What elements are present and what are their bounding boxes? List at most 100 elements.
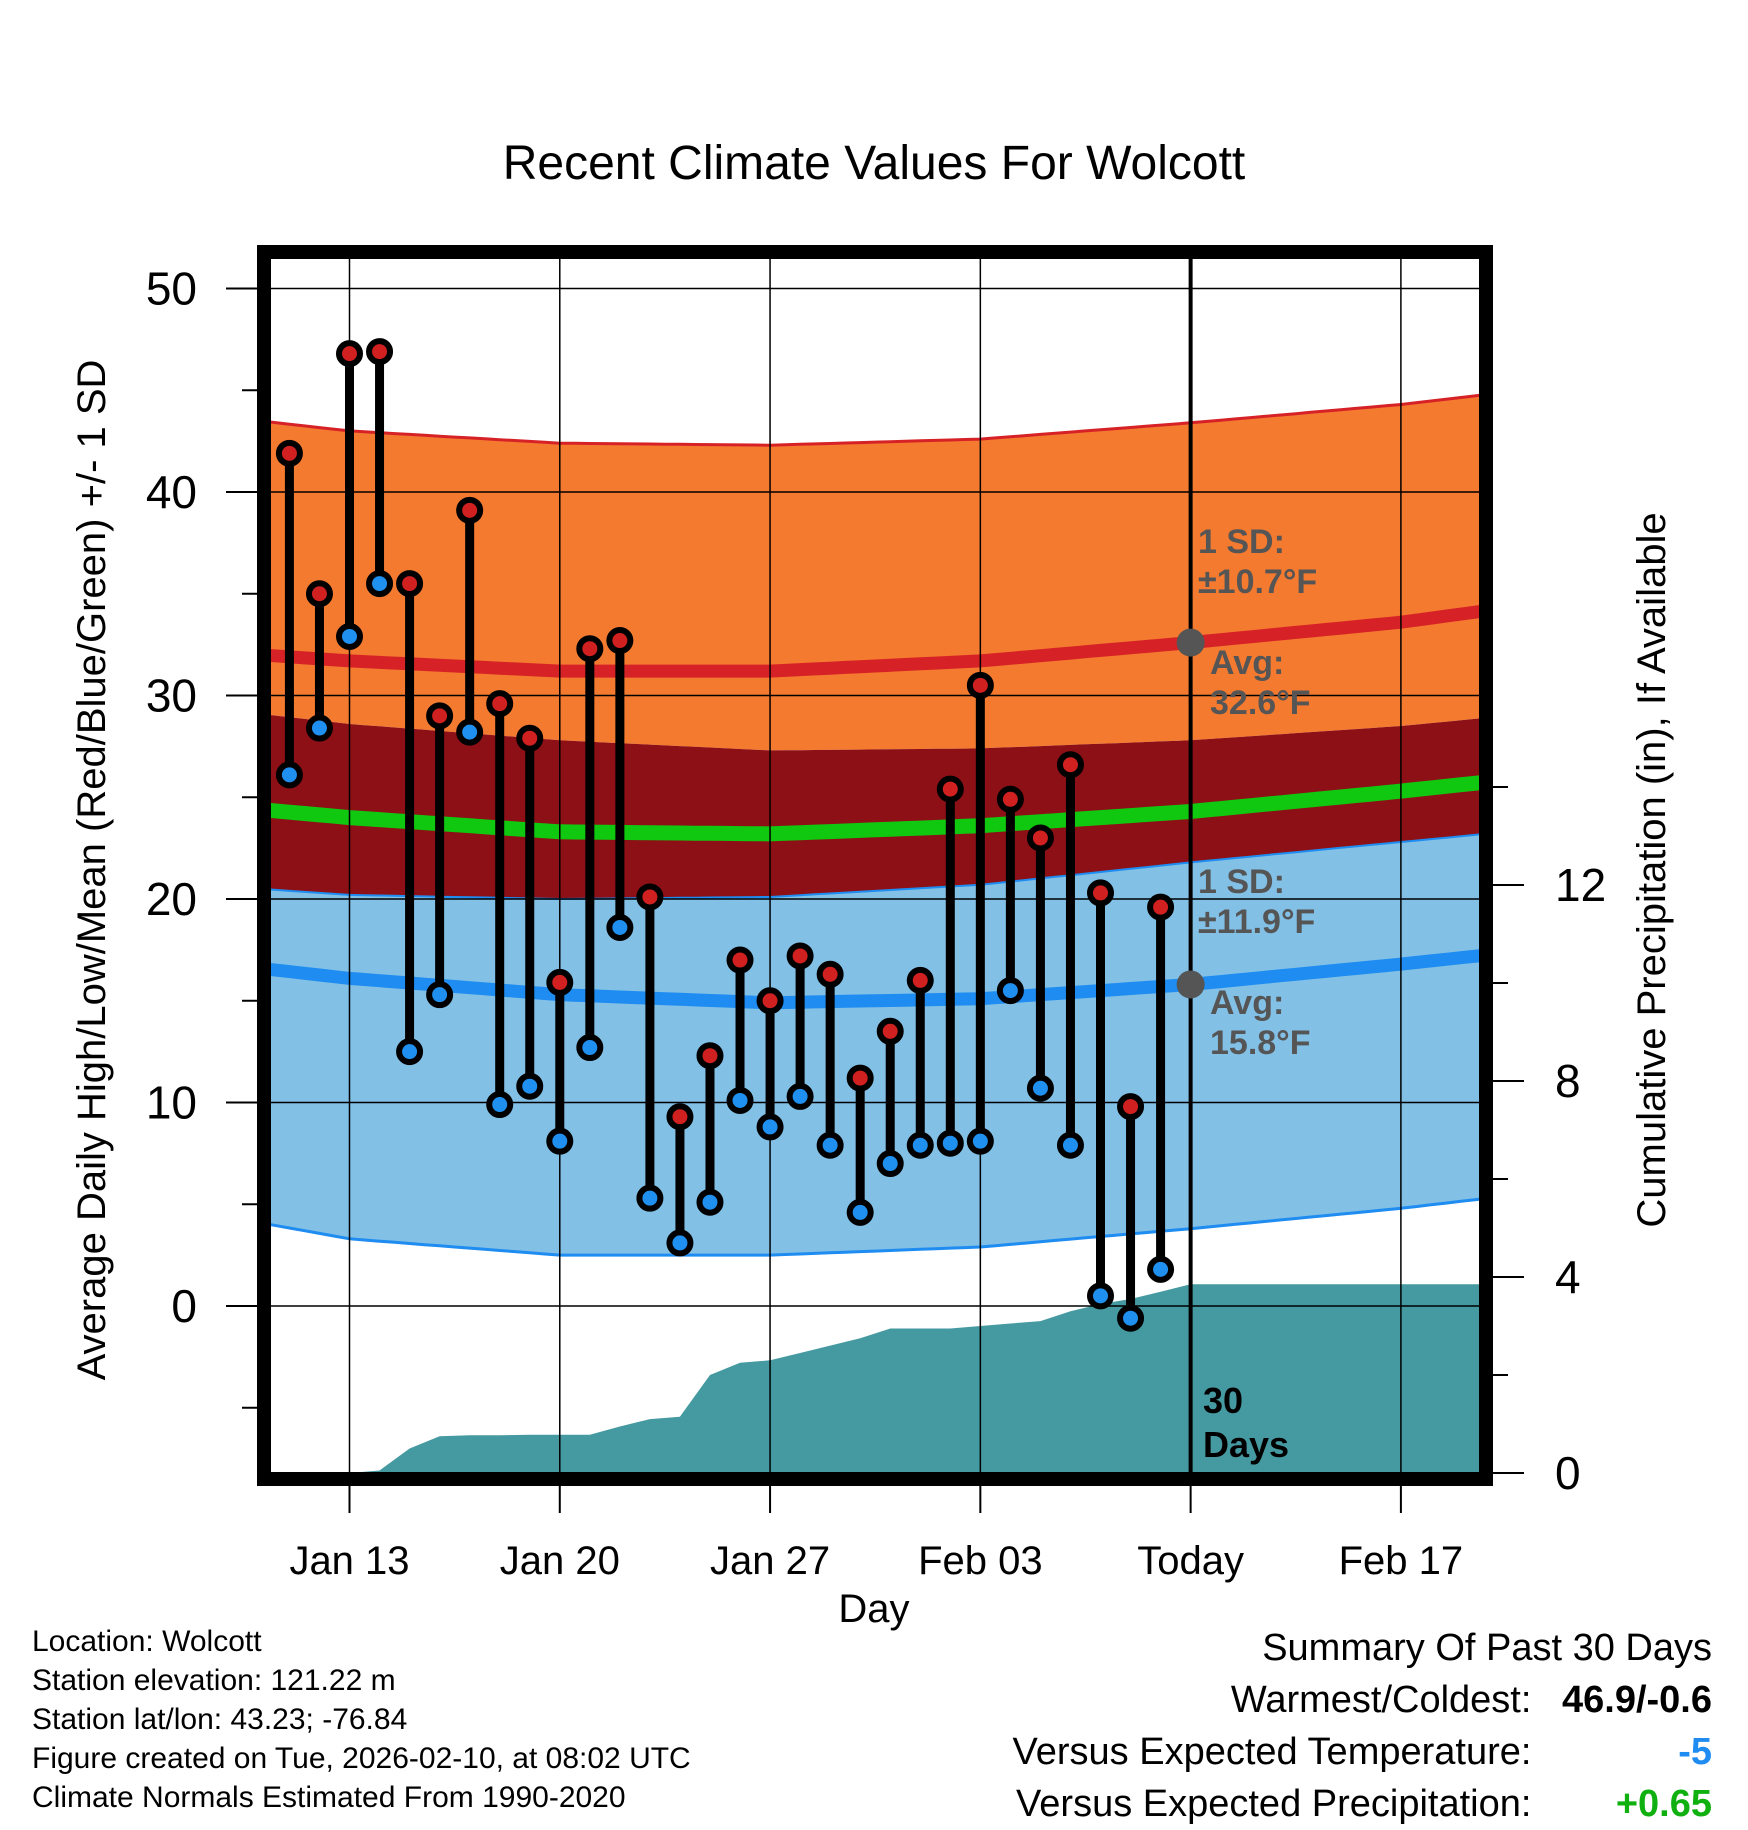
- daily-low-point: [666, 1229, 694, 1257]
- daily-low-point: [1026, 1074, 1054, 1102]
- low-sd-band: [270, 834, 1480, 1256]
- elevation-text: Station elevation: 121.22 m: [32, 1664, 396, 1697]
- daily-low-point: [426, 981, 454, 1009]
- daily-low-point: [275, 761, 303, 789]
- daily-high-point: [606, 627, 634, 655]
- daily-high-point: [936, 775, 964, 803]
- daily-high-point: [516, 724, 544, 752]
- daily-high-point: [756, 987, 784, 1015]
- high-sd-upper-line: [270, 393, 1480, 447]
- daily-low-point: [816, 1131, 844, 1159]
- daily-low-point: [846, 1198, 874, 1226]
- daily-low-point: [396, 1038, 424, 1066]
- daily-high-point: [305, 580, 333, 608]
- normals-text: Climate Normals Estimated From 1990-2020: [32, 1781, 626, 1814]
- daily-high-point: [906, 966, 934, 994]
- high-sd-label: ±10.7°F: [1198, 563, 1317, 601]
- daily-low-point: [696, 1188, 724, 1216]
- high-avg-label: 32.6°F: [1210, 684, 1311, 722]
- x-tick-label: Jan 13: [289, 1539, 409, 1583]
- daily-high-point: [1056, 751, 1084, 779]
- daily-low-point: [305, 714, 333, 742]
- chart-title: Recent Climate Values For Wolcott: [503, 137, 1246, 190]
- daily-low-point: [546, 1127, 574, 1155]
- daily-low-point: [366, 570, 394, 598]
- station-info: Location: Wolcott Station elevation: 121…: [32, 1622, 691, 1817]
- y-right-tick-label: 0: [1555, 1447, 1581, 1499]
- daily-low-point: [486, 1091, 514, 1119]
- daily-low-point: [1056, 1131, 1084, 1159]
- daily-low-point: [936, 1129, 964, 1157]
- daily-high-point: [546, 968, 574, 996]
- y-right-tick-label: 12: [1555, 859, 1606, 911]
- y-right-tick-label: 4: [1555, 1251, 1581, 1303]
- daily-high-point: [1026, 824, 1054, 852]
- daily-high-point: [666, 1103, 694, 1131]
- precip-departure-label: Versus Expected Precipitation:: [1016, 1783, 1532, 1825]
- high-avg-label: Avg:: [1210, 644, 1284, 682]
- daily-low-point: [786, 1082, 814, 1110]
- low-avg-label: 15.8°F: [1210, 1024, 1311, 1062]
- x-tick-label: Today: [1137, 1539, 1244, 1583]
- summary-title: Summary Of Past 30 Days: [1262, 1627, 1712, 1669]
- x-tick-label: Feb 17: [1339, 1539, 1464, 1583]
- latlon-text: Station lat/lon: 43.23; -76.84: [32, 1703, 408, 1736]
- precip-departure-row: Versus Expected Precipitation: +0.65: [1013, 1778, 1712, 1830]
- daily-high-point: [275, 439, 303, 467]
- today-window-label: Days: [1203, 1424, 1289, 1465]
- warmest-coldest-row: Warmest/Coldest: 46.9/-0.6: [1013, 1674, 1712, 1726]
- daily-high-point: [966, 671, 994, 699]
- daily-high-point: [1087, 879, 1114, 907]
- temp-departure-row: Versus Expected Temperature: -5: [1013, 1726, 1712, 1778]
- daily-low-point: [576, 1034, 604, 1062]
- daily-low-point: [606, 913, 634, 941]
- warmest-coldest-value: 46.9/-0.6: [1562, 1679, 1712, 1721]
- low-sd-label: ±11.9°F: [1198, 903, 1315, 941]
- daily-low-point: [1087, 1282, 1114, 1310]
- created-text: Figure created on Tue, 2026-02-10, at 08…: [32, 1742, 691, 1775]
- daily-high-point: [726, 946, 754, 974]
- high-sd-band: [270, 395, 1480, 751]
- daily-high-point: [576, 635, 604, 663]
- daily-low-point: [966, 1127, 994, 1155]
- daily-high-point: [1147, 893, 1175, 921]
- daily-high-point: [846, 1064, 874, 1092]
- grid-lines: [270, 258, 1480, 1473]
- y-tick-label: 10: [146, 1077, 197, 1129]
- y-tick-label: 30: [146, 670, 197, 722]
- daily-high-point: [636, 883, 664, 911]
- x-tick-label: Feb 03: [918, 1539, 1043, 1583]
- daily-low-point: [336, 622, 363, 650]
- summary-panel: Summary Of Past 30 Days Warmest/Coldest:…: [1013, 1622, 1712, 1830]
- daily-low-point: [726, 1086, 754, 1114]
- daily-low-point: [906, 1131, 934, 1159]
- daily-high-point: [336, 340, 363, 368]
- low-avg-today-dot: [1176, 970, 1205, 999]
- plot-frame: [257, 245, 1493, 1486]
- daily-high-point: [1117, 1093, 1145, 1121]
- daily-low-point: [1117, 1304, 1145, 1332]
- daily-high-point: [876, 1017, 904, 1045]
- y-axis-title: Average Daily High/Low/Mean (Red/Blue/Gr…: [70, 360, 114, 1381]
- daily-high-point: [486, 690, 514, 718]
- daily-high-point: [696, 1042, 724, 1070]
- high-sd-label: 1 SD:: [1198, 523, 1285, 561]
- today-window-label: 30: [1203, 1380, 1243, 1421]
- low-sd-label: 1 SD:: [1198, 863, 1285, 901]
- daily-low-point: [456, 718, 484, 746]
- low-avg-label: Avg:: [1210, 984, 1284, 1022]
- y-right-tick-label: 8: [1555, 1055, 1581, 1107]
- axes: 0 10 20 30 40 50 0 4 8 12 Jan 13 Jan 20 Jan 27 Feb 03…: [146, 245, 1606, 1583]
- daily-high-point: [456, 496, 484, 524]
- temp-departure-label: Versus Expected Temperature:: [1012, 1731, 1532, 1773]
- daily-low-point: [516, 1072, 544, 1100]
- daily-high-point: [816, 960, 844, 988]
- precip-departure-value: +0.65: [1615, 1783, 1712, 1825]
- daily-high-point: [996, 785, 1024, 813]
- high-avg-line: [270, 604, 1480, 678]
- x-tick-label: Jan 20: [500, 1539, 620, 1583]
- daily-low-point: [1147, 1255, 1175, 1283]
- daily-low-point: [636, 1184, 664, 1212]
